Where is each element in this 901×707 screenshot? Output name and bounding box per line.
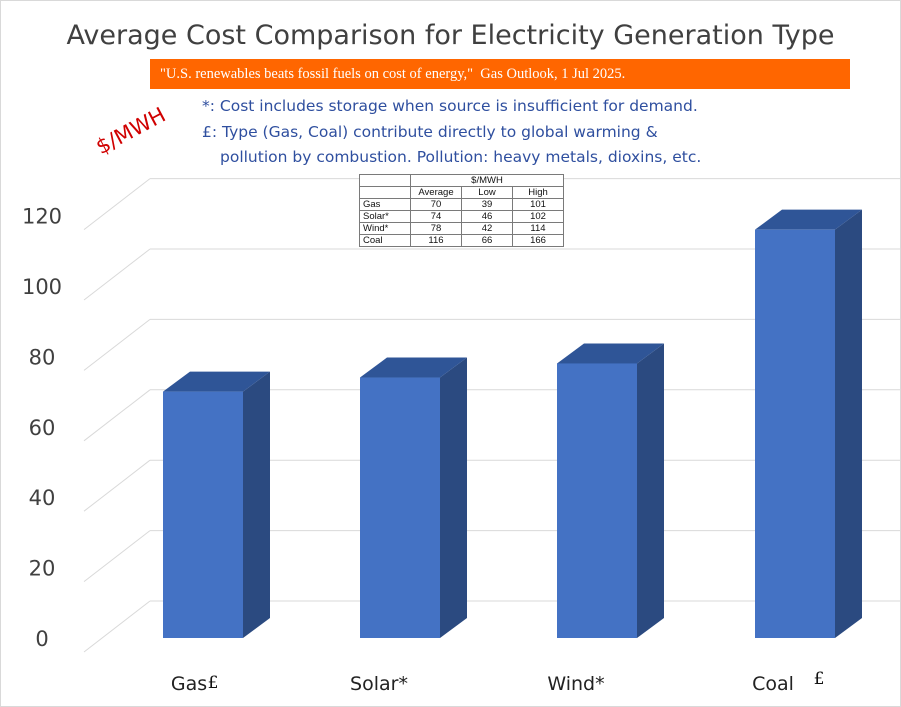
bar-top xyxy=(557,343,664,364)
bar-coal xyxy=(755,209,862,638)
bar-front xyxy=(755,229,835,638)
table-cell: 39 xyxy=(461,198,513,211)
bar-side xyxy=(440,357,467,638)
y-tick-label: 80 xyxy=(29,345,56,369)
cost-table: $/MWH Average Low High Gas 70 39 101 Sol… xyxy=(359,174,564,247)
table-unit-header: $/MWH xyxy=(410,174,564,187)
bar-side xyxy=(835,209,862,638)
gridline-diagonal xyxy=(83,319,151,371)
x-tick-label: Solar* xyxy=(350,673,408,695)
x-tick-label: Wind* xyxy=(547,673,604,695)
gridline-diagonal xyxy=(83,389,151,442)
table-cell: 116 xyxy=(410,234,462,247)
table-cell: 114 xyxy=(512,222,564,235)
bar-top xyxy=(163,371,270,392)
table-cell: 101 xyxy=(512,198,564,211)
table-cell: 166 xyxy=(512,234,564,247)
y-tick-label: 40 xyxy=(29,486,56,510)
bar-side xyxy=(637,343,664,638)
y-tick-label: 20 xyxy=(29,557,56,581)
table-cell: 102 xyxy=(512,210,564,223)
table-col-header: Average xyxy=(410,186,462,199)
pound-marker: £ xyxy=(208,673,219,693)
table-row-name: Solar* xyxy=(359,210,411,223)
table-cell: 78 xyxy=(410,222,462,235)
table-row: Gas 70 39 101 xyxy=(359,198,564,211)
table-corner xyxy=(359,186,411,199)
note-pollution-2: pollution by combustion. Pollution: heav… xyxy=(220,148,702,166)
table-col-header: High xyxy=(512,186,564,199)
table-row-name: Coal xyxy=(359,234,411,247)
y-tick-label: 120 xyxy=(22,205,62,229)
table-row: Wind* 78 42 114 xyxy=(359,222,564,235)
note-pollution-1: £: Type (Gas, Coal) contribute directly … xyxy=(202,123,658,141)
table-unit-row: $/MWH xyxy=(359,174,564,187)
table-col-header: Low xyxy=(461,186,513,199)
gridline-diagonal xyxy=(83,530,151,582)
table-row: Solar* 74 46 102 xyxy=(359,210,564,223)
table-cell: 66 xyxy=(461,234,513,247)
y-tick-label: 100 xyxy=(22,275,62,299)
bar-front xyxy=(557,363,637,638)
table-corner xyxy=(359,174,411,187)
bar-solar xyxy=(360,357,467,638)
table-row-name: Wind* xyxy=(359,222,411,235)
table-cell: 46 xyxy=(461,210,513,223)
y-axis-ticks: 0 20 40 60 80 100 120 xyxy=(22,205,62,651)
bar-gas xyxy=(163,371,270,638)
gridline-diagonal xyxy=(83,178,151,230)
bar-front xyxy=(163,391,243,638)
gridline-diagonal xyxy=(83,600,151,653)
x-tick-label: Gas xyxy=(171,673,207,695)
table-row-name: Gas xyxy=(359,198,411,211)
bar-wind xyxy=(557,343,664,638)
chart-title: Average Cost Comparison for Electricity … xyxy=(66,20,835,51)
table-cell: 74 xyxy=(410,210,462,223)
table-cell: 70 xyxy=(410,198,462,211)
table-header-row: Average Low High xyxy=(359,186,564,199)
x-tick-label: Coal xyxy=(752,673,794,695)
table-row: Coal 116 66 166 xyxy=(359,234,564,247)
x-axis-labels: Gas £ Solar* Wind* Coal £ xyxy=(171,669,825,695)
bar-top xyxy=(360,357,467,378)
bar-side xyxy=(243,371,270,638)
pound-marker: £ xyxy=(814,669,825,689)
bar-front xyxy=(360,377,440,638)
gridline-diagonal xyxy=(83,459,151,512)
bars xyxy=(163,209,862,638)
bar-top xyxy=(755,209,862,230)
table-cell: 42 xyxy=(461,222,513,235)
note-storage: *: Cost includes storage when source is … xyxy=(202,97,698,115)
gridline-diagonal xyxy=(83,248,151,301)
source-banner: "U.S. renewables beats fossil fuels on c… xyxy=(150,59,850,89)
y-tick-label: 0 xyxy=(35,627,48,651)
y-tick-label: 60 xyxy=(29,416,56,440)
